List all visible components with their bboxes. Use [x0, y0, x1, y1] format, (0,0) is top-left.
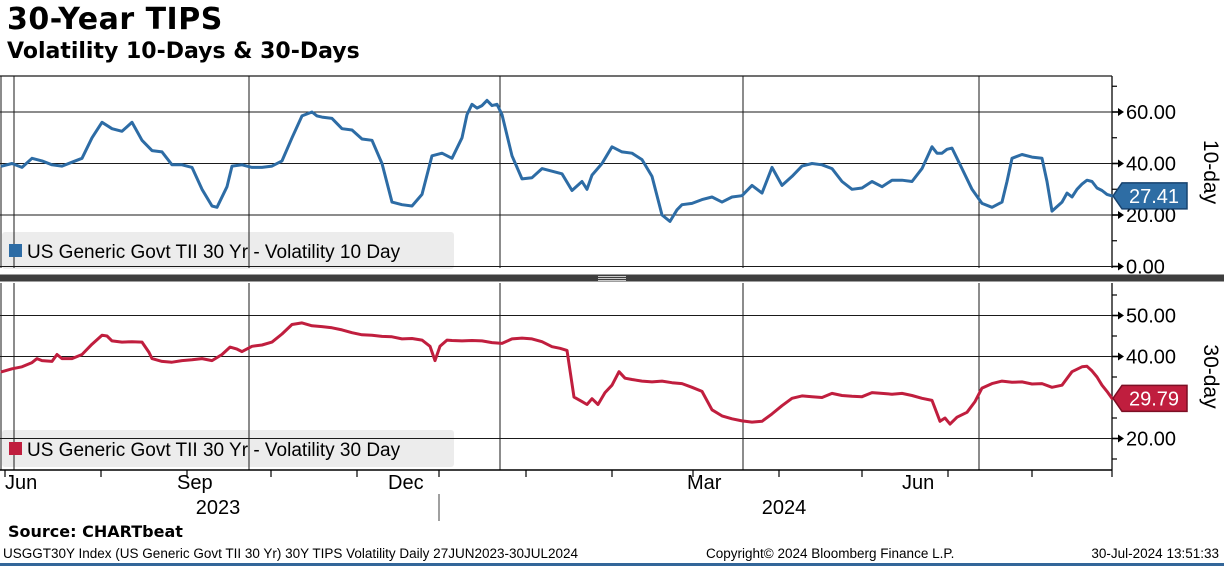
y-axis-tick-arrow-icon: [1118, 262, 1124, 271]
timestamp: 30-Jul-2024 13:51:33: [1091, 546, 1219, 561]
y-tick-label: 0.00: [1126, 257, 1165, 279]
y-tick-label: 50.00: [1126, 306, 1176, 328]
legend-swatch-10day: [9, 244, 22, 257]
x-month-label: Sep: [177, 472, 213, 494]
bottom-border-rule: [0, 563, 1224, 566]
x-month-label: Jun: [5, 472, 37, 494]
y-tick-label: 60.00: [1126, 102, 1176, 124]
y-tick-label: 20.00: [1126, 205, 1176, 227]
x-year-label: 2024: [762, 497, 807, 519]
x-month-label: Dec: [388, 472, 424, 494]
y-axis-tick-arrow-icon: [1118, 311, 1124, 320]
y-axis-title-10day: 10-day: [1199, 140, 1222, 205]
y-axis-tick-arrow-icon: [1118, 159, 1124, 168]
legend-box-10day: [2, 232, 454, 269]
volatility-10day-line: [0, 98, 1114, 223]
last-value-text: 29.79: [1129, 388, 1179, 410]
legend-label-30day: US Generic Govt TII 30 Yr - Volatility 3…: [27, 440, 401, 461]
copyright-notice: Copyright© 2024 Bloomberg Finance L.P.: [706, 546, 955, 561]
chart-header: 30-Year TIPS Volatility 10-Days & 30-Day…: [7, 2, 360, 65]
x-year-label: 2023: [196, 497, 241, 519]
y-tick-label: 40.00: [1126, 154, 1176, 176]
chart-description: USGGT30Y Index (US Generic Govt TII 30 Y…: [3, 546, 579, 561]
legend-swatch-30day: [9, 442, 22, 455]
page-title: 30-Year TIPS: [7, 2, 223, 37]
y-axis-tick-arrow-icon: [1118, 211, 1124, 219]
y-tick-label: 40.00: [1126, 347, 1176, 369]
y-axis-tick-arrow-icon: [1118, 352, 1124, 361]
x-month-label: Mar: [687, 472, 722, 494]
last-value-tag-30day: [1112, 384, 1188, 413]
last-value-tag-10day: [1112, 182, 1188, 210]
last-value-text: 27.41: [1129, 186, 1179, 208]
x-month-label: Jun: [902, 472, 934, 494]
y-tick-label: 20.00: [1126, 429, 1176, 451]
source-label: Source: CHARTbeat: [8, 522, 183, 541]
legend-label-10day: US Generic Govt TII 30 Yr - Volatility 1…: [27, 242, 401, 263]
y-axis-tick-arrow-icon: [1118, 434, 1124, 443]
volatility-30day-line: [0, 321, 1114, 426]
legend-box-30day: [2, 430, 454, 467]
y-axis-title-30day: 30-day: [1199, 344, 1222, 409]
y-axis-tick-arrow-icon: [1118, 108, 1124, 116]
page-subtitle: Volatility 10-Days & 30-Days: [7, 39, 360, 64]
